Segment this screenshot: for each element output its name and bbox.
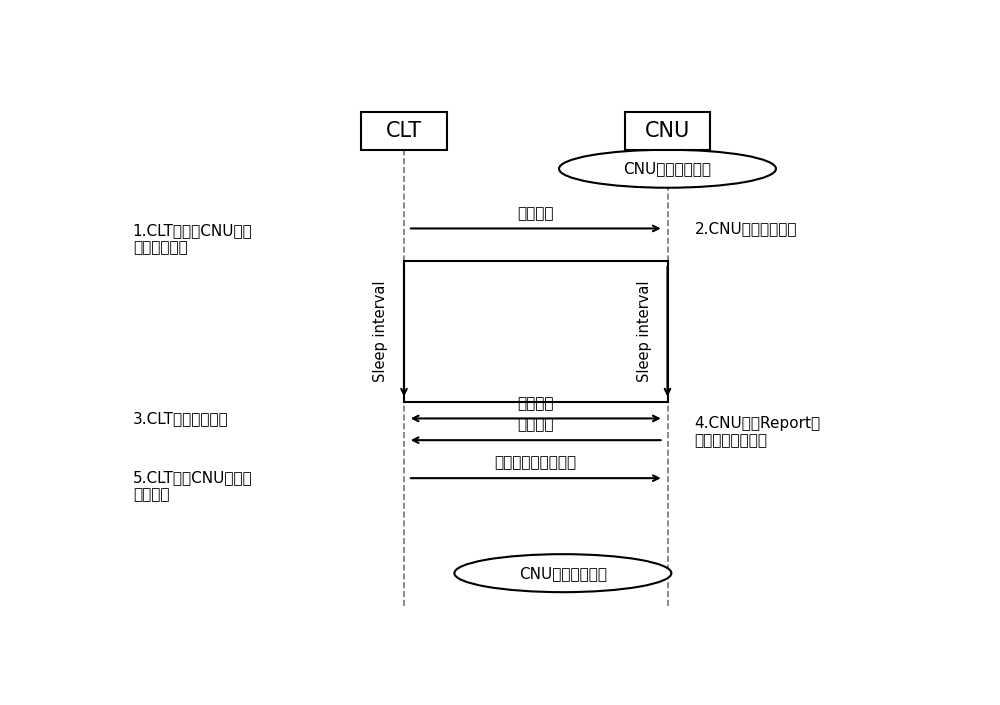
Text: 3.CLT发送唤醒授权: 3.CLT发送唤醒授权 [133,411,228,426]
Text: CLT: CLT [386,121,422,141]
Text: CNU: CNU [645,121,690,141]
Text: 4.CNU发送Report报
告其缓存的数据量: 4.CNU发送Report报 告其缓存的数据量 [695,416,821,448]
Text: 1.CLT检测到CNU可以
进入节能状态: 1.CLT检测到CNU可以 进入节能状态 [133,223,252,255]
Ellipse shape [559,149,776,188]
Bar [361,112,447,149]
Text: CNU回到运行状态: CNU回到运行状态 [519,565,607,581]
Bar [625,112,710,149]
Ellipse shape [454,554,671,592]
Text: Sleep interval: Sleep interval [637,281,652,382]
Text: 唤醒授权: 唤醒授权 [518,396,554,411]
Text: 休眠命令: 休眠命令 [518,206,554,221]
Text: 普通授权、下行数据: 普通授权、下行数据 [495,455,577,470]
Text: 上行数据: 上行数据 [518,417,554,432]
Text: CNU处于运行状态: CNU处于运行状态 [624,161,712,176]
Text: Sleep interval: Sleep interval [373,281,388,382]
Text: 2.CNU进入休眠状态: 2.CNU进入休眠状态 [695,221,797,236]
Text: 5.CLT判断CNU应退出
节能状态: 5.CLT判断CNU应退出 节能状态 [133,470,252,503]
